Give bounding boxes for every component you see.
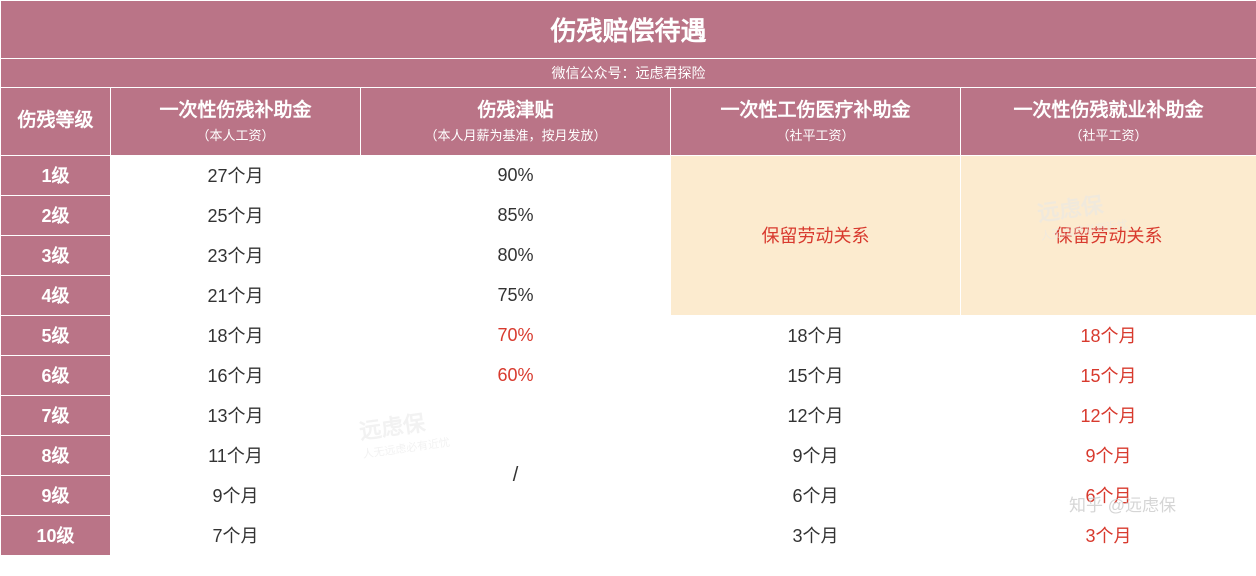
cell-d: 12个月 [961, 395, 1256, 435]
level-cell: 10级 [1, 515, 111, 555]
cell-c: 15个月 [671, 355, 961, 395]
cell-a: 23个月 [111, 235, 361, 275]
cell-b: 85% [361, 195, 671, 235]
header-c-main: 一次性工伤医疗补助金 [675, 98, 956, 125]
cell-b: 75% [361, 275, 671, 315]
title-row: 伤残赔偿待遇 [1, 1, 1256, 59]
cell-c: 9个月 [671, 435, 961, 475]
header-a-sub: （本人工资） [115, 127, 356, 145]
cell-c: 12个月 [671, 395, 961, 435]
cell-b: 80% [361, 235, 671, 275]
header-d-main: 一次性伤残就业补助金 [965, 98, 1252, 125]
table-subtitle: 微信公众号：远虑君探险 [1, 59, 1256, 88]
cell-a: 13个月 [111, 395, 361, 435]
cell-c: 3个月 [671, 515, 961, 555]
cell-d: 15个月 [961, 355, 1256, 395]
level-cell: 2级 [1, 195, 111, 235]
cell-b: 60% [361, 355, 671, 395]
table-row: 1级 27个月 90% 保留劳动关系 保留劳动关系 [1, 155, 1256, 195]
compensation-table-container: 伤残赔偿待遇 微信公众号：远虑君探险 伤残等级 一次性伤残补助金 （本人工资） … [0, 0, 1256, 556]
compensation-table: 伤残赔偿待遇 微信公众号：远虑君探险 伤残等级 一次性伤残补助金 （本人工资） … [0, 0, 1256, 556]
header-col-b: 伤残津贴 （本人月薪为基准，按月发放） [361, 88, 671, 156]
header-col-a: 一次性伤残补助金 （本人工资） [111, 88, 361, 156]
level-cell: 1级 [1, 155, 111, 195]
level-cell: 6级 [1, 355, 111, 395]
level-cell: 9级 [1, 475, 111, 515]
cell-d: 3个月 [961, 515, 1256, 555]
table-row: 6级 16个月 60% 15个月 15个月 [1, 355, 1256, 395]
level-cell: 3级 [1, 235, 111, 275]
cell-a: 9个月 [111, 475, 361, 515]
cell-a: 27个月 [111, 155, 361, 195]
cell-c: 6个月 [671, 475, 961, 515]
table-row: 5级 18个月 70% 18个月 18个月 [1, 315, 1256, 355]
cell-d: 18个月 [961, 315, 1256, 355]
level-cell: 5级 [1, 315, 111, 355]
merged-retain-d: 保留劳动关系 [961, 155, 1256, 315]
cell-b: 90% [361, 155, 671, 195]
zhihu-watermark: 知乎 @远虑保 [1069, 491, 1176, 516]
cell-a: 25个月 [111, 195, 361, 235]
header-c-sub: （社平工资） [675, 127, 956, 145]
cell-a: 11个月 [111, 435, 361, 475]
cell-c: 18个月 [671, 315, 961, 355]
table-title: 伤残赔偿待遇 [1, 1, 1256, 59]
merged-slash: / [361, 395, 671, 555]
level-cell: 7级 [1, 395, 111, 435]
header-level-main: 伤残等级 [5, 108, 106, 135]
cell-a: 16个月 [111, 355, 361, 395]
header-b-sub: （本人月薪为基准，按月发放） [365, 127, 666, 145]
cell-d: 9个月 [961, 435, 1256, 475]
header-col-d: 一次性伤残就业补助金 （社平工资） [961, 88, 1256, 156]
level-cell: 4级 [1, 275, 111, 315]
header-d-sub: （社平工资） [965, 127, 1252, 145]
merged-retain-c: 保留劳动关系 [671, 155, 961, 315]
subtitle-row: 微信公众号：远虑君探险 [1, 59, 1256, 88]
cell-b: 70% [361, 315, 671, 355]
table-row: 7级 13个月 / 12个月 12个月 [1, 395, 1256, 435]
header-col-c: 一次性工伤医疗补助金 （社平工资） [671, 88, 961, 156]
header-a-main: 一次性伤残补助金 [115, 98, 356, 125]
header-b-main: 伤残津贴 [365, 98, 666, 125]
cell-a: 7个月 [111, 515, 361, 555]
cell-a: 21个月 [111, 275, 361, 315]
level-cell: 8级 [1, 435, 111, 475]
header-row: 伤残等级 一次性伤残补助金 （本人工资） 伤残津贴 （本人月薪为基准，按月发放）… [1, 88, 1256, 156]
header-level: 伤残等级 [1, 88, 111, 156]
cell-a: 18个月 [111, 315, 361, 355]
